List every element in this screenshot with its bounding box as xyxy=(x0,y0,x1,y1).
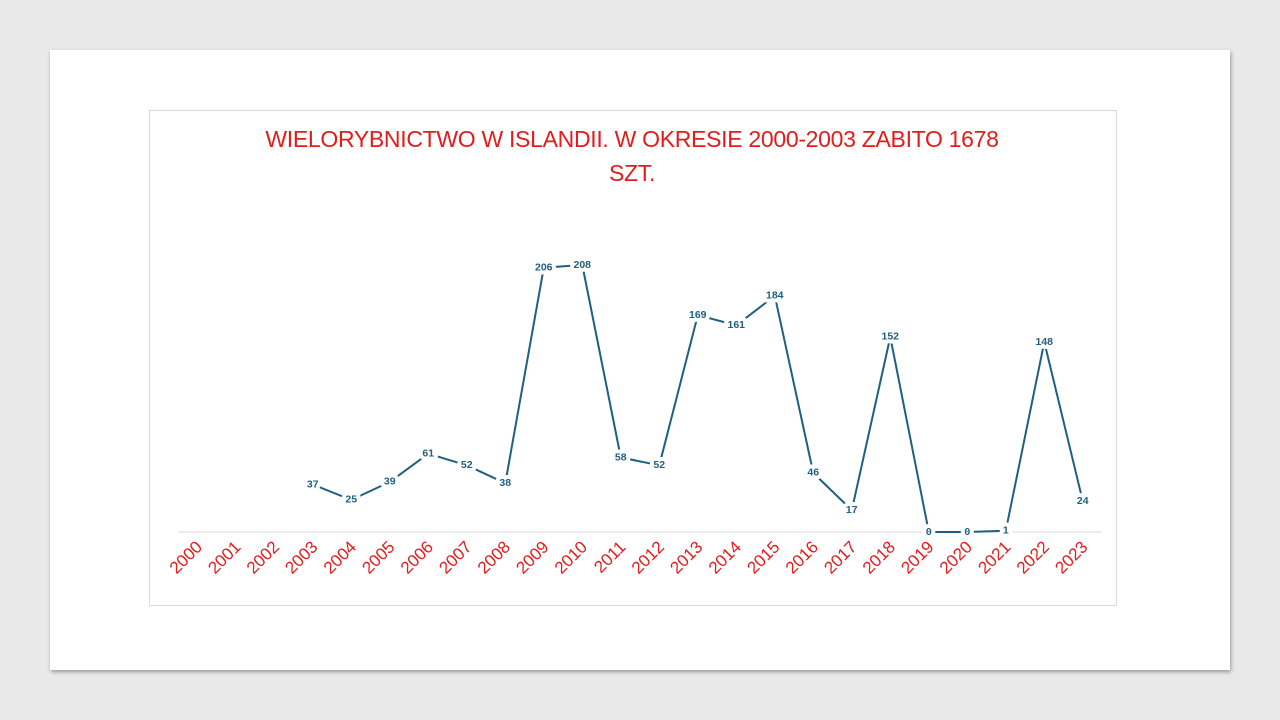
data-label: 169 xyxy=(689,309,707,321)
x-tick-label: 2000 xyxy=(166,537,206,577)
data-label: 58 xyxy=(615,451,627,463)
data-label: 24 xyxy=(1077,495,1089,507)
data-label: 38 xyxy=(499,477,511,489)
data-label: 148 xyxy=(1035,336,1053,348)
x-tick-label: 2016 xyxy=(782,537,822,577)
x-tick-label: 2020 xyxy=(936,537,976,577)
x-tick-label: 2015 xyxy=(743,537,783,577)
x-tick-label: 2008 xyxy=(474,537,514,577)
x-tick-label: 2017 xyxy=(820,537,860,577)
x-tick-label: 2002 xyxy=(243,537,283,577)
x-tick-label: 2021 xyxy=(974,537,1014,577)
data-label: 17 xyxy=(846,504,858,516)
x-tick-label: 2012 xyxy=(628,537,668,577)
data-label: 39 xyxy=(384,476,396,488)
chart-frame xyxy=(149,110,1117,606)
x-tick-label: 2018 xyxy=(859,537,899,577)
data-label: 25 xyxy=(345,494,357,506)
x-tick-label: 2011 xyxy=(590,537,629,576)
data-label: 0 xyxy=(926,526,932,538)
data-label: 1 xyxy=(1003,524,1009,536)
data-label: 52 xyxy=(653,459,665,471)
x-tick-label: 2001 xyxy=(204,537,244,577)
data-label: 208 xyxy=(573,259,591,271)
data-label: 37 xyxy=(307,478,319,490)
x-tick-label: 2022 xyxy=(1013,537,1053,577)
data-label: 46 xyxy=(807,467,819,479)
x-tick-label: 2023 xyxy=(1051,537,1091,577)
slide xyxy=(50,50,1230,670)
data-label: 161 xyxy=(727,319,745,331)
data-label: 61 xyxy=(422,447,434,459)
data-label: 206 xyxy=(535,261,553,273)
data-label: 152 xyxy=(881,331,899,343)
x-tick-label: 2019 xyxy=(897,537,937,577)
x-tick-label: 2009 xyxy=(512,537,552,577)
x-tick-label: 2003 xyxy=(281,537,321,577)
data-label: 0 xyxy=(964,526,970,538)
x-tick-label: 2013 xyxy=(666,537,706,577)
x-tick-label: 2005 xyxy=(358,537,398,577)
x-tick-label: 2010 xyxy=(551,537,591,577)
data-line xyxy=(312,264,1084,533)
x-tick-label: 2004 xyxy=(320,537,360,577)
x-tick-label: 2006 xyxy=(397,537,437,577)
x-tick-label: 2014 xyxy=(705,537,745,577)
chart-title: WIELORYBNICTWO W ISLANDII. W OKRESIE 200… xyxy=(265,126,999,186)
data-label: 184 xyxy=(766,290,784,302)
data-label: 52 xyxy=(461,459,473,471)
x-tick-label: 2007 xyxy=(435,537,475,577)
